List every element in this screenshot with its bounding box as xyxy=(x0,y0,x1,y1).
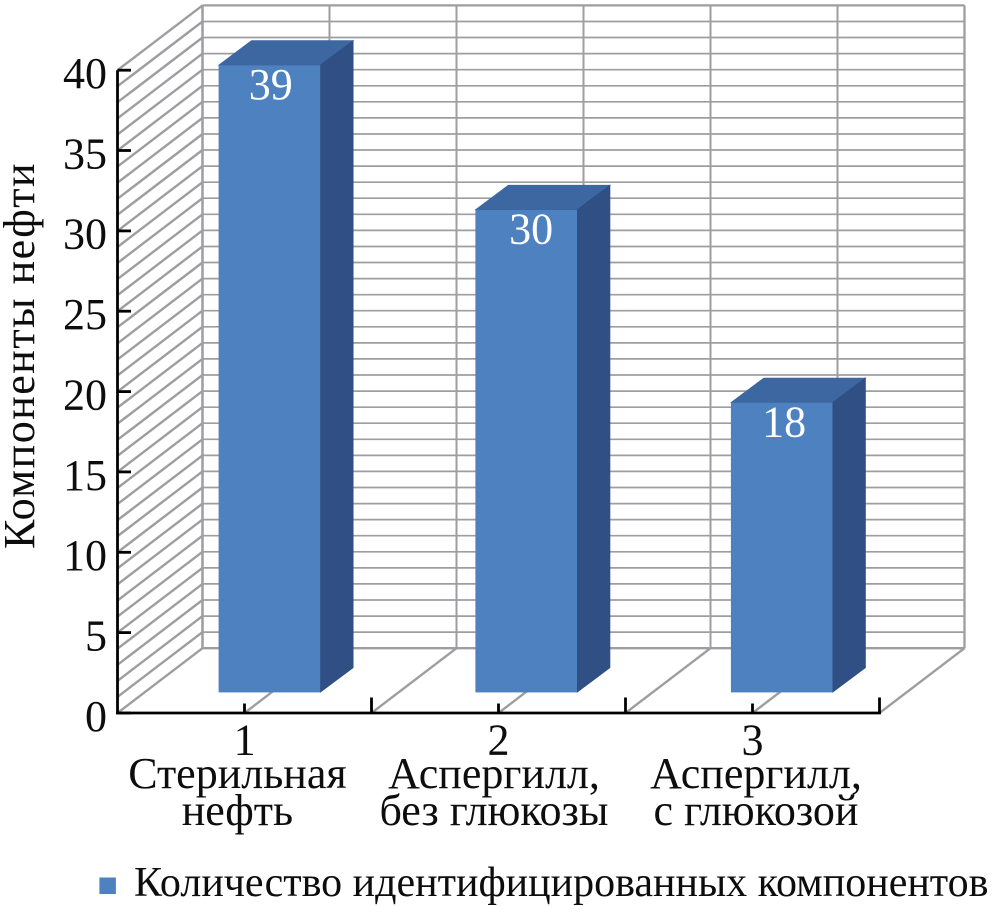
svg-text:Количество идентифицированных: Количество идентифицированных компоненто… xyxy=(134,860,988,906)
svg-text:1: 1 xyxy=(234,716,256,765)
svg-text:0: 0 xyxy=(85,692,107,741)
svg-text:25: 25 xyxy=(63,290,107,339)
svg-text:5: 5 xyxy=(85,611,107,660)
svg-text:3: 3 xyxy=(742,716,764,765)
svg-text:39: 39 xyxy=(249,60,293,109)
svg-text:15: 15 xyxy=(63,451,107,500)
svg-text:Стерильная: Стерильная xyxy=(128,749,346,798)
svg-text:нефть: нефть xyxy=(182,786,293,835)
svg-text:Аспергилл,: Аспергилл, xyxy=(650,749,862,798)
svg-text:без глюкозы: без глюкозы xyxy=(380,786,609,835)
svg-text:10: 10 xyxy=(63,531,107,580)
svg-text:с глюкозой: с глюкозой xyxy=(654,786,859,835)
svg-text:30: 30 xyxy=(63,210,107,259)
svg-text:2: 2 xyxy=(488,716,510,765)
svg-text:Компоненты нефти: Компоненты нефти xyxy=(0,162,44,549)
svg-text:40: 40 xyxy=(63,49,107,98)
svg-text:18: 18 xyxy=(762,397,806,446)
svg-text:20: 20 xyxy=(63,370,107,419)
svg-text:Аспергилл,: Аспергилл, xyxy=(388,749,600,798)
svg-text:35: 35 xyxy=(63,129,107,178)
svg-text:30: 30 xyxy=(509,205,553,254)
